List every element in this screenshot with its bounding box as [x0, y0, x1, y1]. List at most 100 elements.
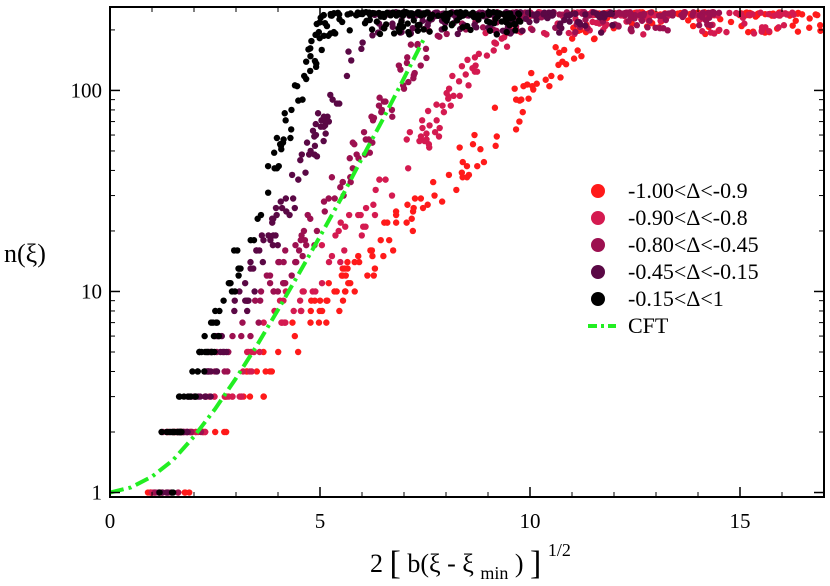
data-point: [429, 11, 436, 19]
data-point: [376, 176, 383, 183]
data-point: [706, 11, 713, 19]
data-point: [479, 24, 487, 31]
data-point: [376, 30, 384, 38]
data-point: [462, 9, 469, 16]
data-point: [370, 201, 377, 208]
data-point: [416, 137, 423, 145]
data-point: [171, 428, 178, 436]
data-point: [794, 28, 802, 35]
data-point: [163, 489, 171, 496]
cft-curve-line: [110, 35, 427, 495]
data-point: [282, 195, 290, 202]
data-point: [229, 332, 236, 340]
data-point: [210, 332, 218, 340]
data-point: [519, 108, 526, 116]
data-point: [636, 12, 644, 19]
data-point: [410, 72, 417, 79]
data-point: [325, 258, 333, 266]
data-point: [420, 26, 427, 33]
data-point: [684, 17, 692, 24]
data-point: [689, 22, 697, 30]
data-point: [471, 21, 478, 29]
data-point: [278, 319, 286, 326]
legend-marker-4: [591, 265, 605, 279]
data-point: [556, 11, 563, 18]
data-point: [424, 201, 431, 208]
data-point: [627, 25, 635, 32]
x-tick-label: 0: [105, 509, 116, 533]
data-point: [215, 332, 223, 340]
data-point: [436, 33, 443, 40]
data-point: [738, 10, 745, 18]
data-point: [609, 22, 616, 29]
data-point: [490, 47, 497, 54]
data-point: [270, 288, 277, 295]
data-point: [398, 18, 405, 25]
data-point: [211, 428, 219, 436]
data-point: [566, 18, 573, 25]
data-point: [528, 69, 535, 77]
data-point: [817, 27, 824, 34]
data-point: [552, 44, 559, 51]
data-point: [293, 82, 301, 90]
data-point: [652, 24, 659, 31]
legend: -1.00<Δ<-0.9-0.90<Δ<-0.8-0.80<Δ<-0.45-0.…: [588, 178, 759, 338]
data-point: [339, 265, 346, 272]
data-point: [286, 211, 293, 219]
data-point: [414, 9, 422, 16]
data-point: [247, 332, 254, 340]
data-point: [351, 288, 358, 295]
data-point: [439, 12, 446, 20]
data-point: [750, 30, 758, 37]
data-point: [390, 30, 398, 37]
legend-marker-2: [591, 211, 605, 225]
data-point: [344, 265, 351, 272]
data-point: [382, 176, 389, 183]
data-point: [492, 40, 500, 47]
data-point: [387, 12, 394, 19]
data-point: [408, 215, 415, 222]
data-point: [347, 10, 354, 17]
x-axis-title-lbracket: [: [390, 545, 401, 582]
data-point: [512, 27, 519, 34]
data-point: [221, 428, 228, 436]
data-point: [443, 17, 450, 24]
x-tick-label: 10: [520, 509, 541, 533]
data-point: [435, 133, 443, 140]
data-point: [372, 186, 379, 194]
data-point: [302, 169, 309, 176]
data-point: [501, 11, 509, 18]
data-point: [576, 21, 584, 28]
data-point: [425, 141, 433, 148]
data-point: [445, 171, 453, 179]
data-point: [548, 12, 556, 19]
data-point: [201, 368, 208, 375]
data-point: [520, 82, 527, 90]
data-point: [548, 72, 555, 80]
legend-label-4: -0.45<Δ<-0.15: [628, 259, 759, 284]
data-point: [351, 141, 358, 148]
data-point: [321, 208, 328, 215]
data-point: [474, 162, 481, 170]
data-point: [699, 14, 706, 21]
data-point: [207, 319, 215, 326]
data-point: [323, 319, 330, 326]
data-point: [238, 332, 245, 340]
data-point: [308, 37, 315, 45]
data-point: [306, 67, 314, 75]
data-point: [371, 265, 379, 272]
data-point: [758, 24, 766, 31]
data-point: [231, 307, 238, 315]
data-point: [404, 20, 411, 27]
data-point: [433, 117, 440, 124]
x-tick-label: 5: [315, 509, 326, 533]
data-point: [376, 94, 383, 101]
data-point: [221, 368, 228, 375]
x-axis-title-prefix: 2: [370, 549, 383, 578]
x-tick-label: 15: [730, 509, 751, 533]
data-point: [417, 62, 424, 69]
data-point: [287, 134, 294, 142]
data-point: [294, 348, 302, 356]
data-point: [546, 82, 553, 90]
data-point: [243, 307, 251, 315]
